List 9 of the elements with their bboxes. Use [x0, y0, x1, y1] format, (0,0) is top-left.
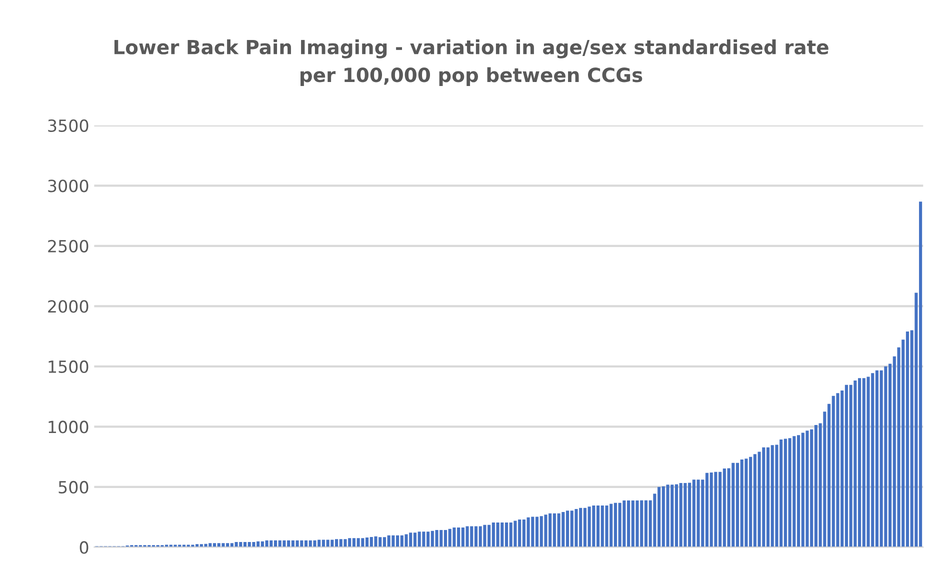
- y-tick-label: 2500: [48, 240, 88, 252]
- y-tick-label: 0: [80, 541, 88, 554]
- y-tick-label: 3500: [48, 119, 88, 132]
- y-tick-label: 3000: [48, 180, 88, 192]
- y-tick-label: 2000: [48, 300, 88, 313]
- y-tick-label: 1500: [48, 360, 88, 373]
- y-tick-label: 500: [58, 480, 88, 494]
- chart-title: Lower Back Pain Imaging - variation in age/sex standardised rate per 100,000 pop between CCGs: [114, 39, 828, 86]
- y-tick-label: 1000: [48, 420, 88, 434]
